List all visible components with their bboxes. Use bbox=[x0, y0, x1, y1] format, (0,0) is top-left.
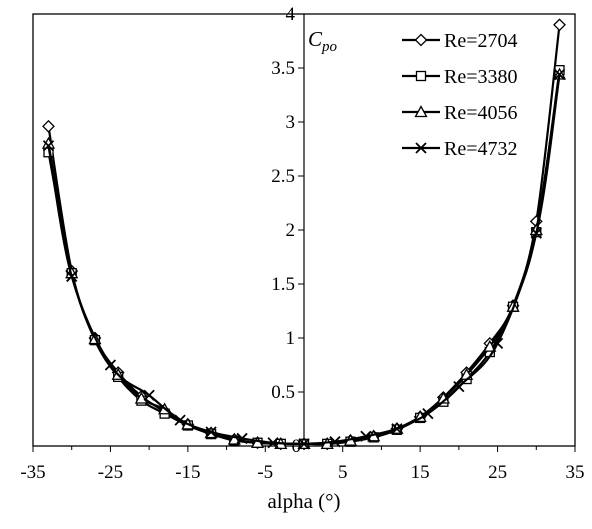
marker-x bbox=[553, 68, 566, 81]
y-tick-label: 3 bbox=[286, 112, 296, 133]
x-axis-label: alpha (°) bbox=[267, 489, 340, 513]
marker-x bbox=[415, 142, 427, 154]
marker-diamond bbox=[414, 33, 428, 47]
marker-x bbox=[298, 438, 310, 450]
y-tick-label: 2.5 bbox=[271, 166, 295, 187]
series-Re=4732 bbox=[42, 68, 566, 450]
marker-x bbox=[66, 270, 78, 283]
x-tick-label: 35 bbox=[566, 462, 585, 483]
y-tick-label: 2 bbox=[286, 220, 296, 241]
y-tick-label: 0.5 bbox=[271, 382, 295, 403]
marker-diamond bbox=[553, 18, 566, 32]
marker-triangle bbox=[414, 105, 428, 118]
y-tick-label: 4 bbox=[286, 4, 296, 25]
legend-entry: Re=3380 bbox=[402, 66, 518, 88]
marker-diamond bbox=[42, 119, 55, 133]
x-tick-label: -35 bbox=[20, 462, 45, 483]
y-axis-label: Cpo bbox=[308, 27, 338, 55]
legend-label: Re=2704 bbox=[444, 30, 518, 52]
x-tick-label: 15 bbox=[411, 462, 430, 483]
marker-x bbox=[391, 423, 403, 435]
x-tick-label: -15 bbox=[175, 462, 200, 483]
marker-triangle bbox=[227, 432, 241, 445]
marker-square bbox=[415, 70, 427, 82]
marker-x bbox=[174, 414, 186, 426]
marker-x bbox=[422, 407, 434, 420]
marker-x bbox=[491, 337, 504, 350]
marker-x bbox=[530, 227, 542, 239]
y-tick-label-zero: 0 bbox=[292, 436, 302, 457]
marker-x bbox=[205, 426, 217, 438]
marker-x bbox=[329, 436, 341, 448]
legend-label: Re=4732 bbox=[444, 138, 518, 160]
x-tick-label: 25 bbox=[488, 462, 507, 483]
marker-x bbox=[360, 430, 372, 442]
marker-x bbox=[42, 140, 55, 152]
marker-x bbox=[104, 359, 117, 371]
legend-label: Re=3380 bbox=[444, 66, 518, 88]
marker-triangle bbox=[483, 339, 497, 352]
x-tick-label: -25 bbox=[98, 462, 123, 483]
y-tick-label: 3.5 bbox=[271, 58, 295, 79]
y-axis-label-subscript: po bbox=[321, 39, 338, 55]
x-tick-label: 5 bbox=[338, 462, 348, 483]
legend-label: Re=4056 bbox=[444, 102, 518, 124]
marker-x bbox=[267, 437, 279, 449]
y-tick-label: 1.5 bbox=[271, 274, 295, 295]
marker-triangle bbox=[134, 391, 148, 404]
y-tick-label: 1 bbox=[286, 328, 296, 349]
marker-x bbox=[143, 389, 155, 401]
legend-entry: Re=4056 bbox=[402, 102, 518, 124]
x-tick-label: -5 bbox=[257, 462, 273, 483]
marker-x bbox=[236, 432, 248, 445]
marker-x bbox=[453, 380, 465, 393]
legend-entry: Re=2704 bbox=[402, 30, 518, 52]
legend-entry: Re=4732 bbox=[402, 138, 518, 160]
